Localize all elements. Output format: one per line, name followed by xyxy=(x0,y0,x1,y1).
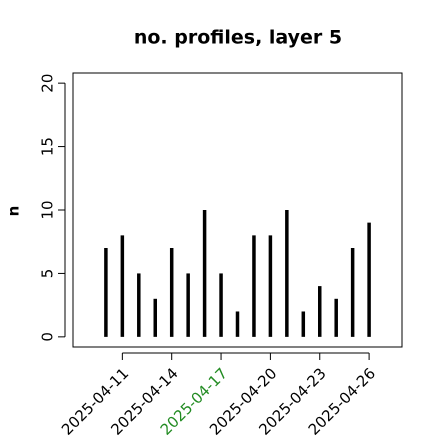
plot-box xyxy=(72,72,403,348)
y-tick-label: 0 xyxy=(39,332,57,342)
y-tick-label: 20 xyxy=(39,74,57,93)
y-tick-label: 5 xyxy=(39,269,57,279)
y-axis-label: n xyxy=(5,206,23,217)
y-tick-label: 15 xyxy=(39,137,57,156)
chart-title: no. profiles, layer 5 xyxy=(134,27,342,49)
y-tick-label: 10 xyxy=(39,200,57,219)
